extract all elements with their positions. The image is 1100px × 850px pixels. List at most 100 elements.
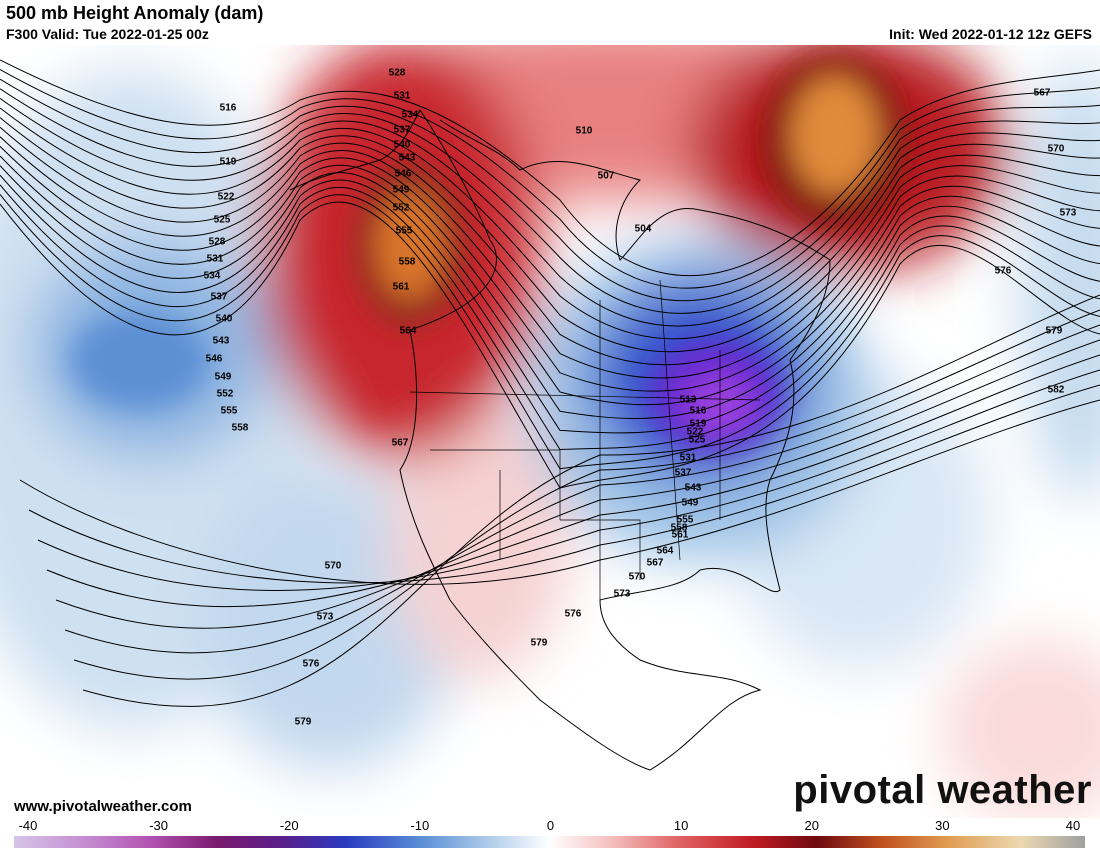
colorbar (14, 836, 1085, 848)
contour-line (82, 294, 1100, 707)
contour-label: 582 (1048, 385, 1065, 396)
contour-line (0, 146, 1100, 392)
contour-label: 516 (690, 406, 707, 417)
contour-label: 510 (576, 126, 593, 137)
contour-label: 561 (393, 282, 410, 293)
colorbar-tick: -10 (410, 818, 430, 833)
contour-label: 522 (687, 427, 704, 438)
colorbar-tick: -40 (18, 818, 38, 833)
contour-label: 570 (629, 572, 646, 583)
contour-label: 555 (221, 406, 238, 417)
contour-label: 525 (689, 435, 706, 446)
contour-line (0, 194, 1100, 470)
colorbar-tick: 10 (673, 818, 689, 833)
contour-line (0, 201, 1100, 489)
contour-label: 564 (657, 546, 674, 557)
contour-label: 519 (690, 419, 707, 430)
contour-label: 528 (209, 237, 226, 248)
contour-label: 579 (295, 717, 312, 728)
contour-line (0, 69, 1100, 289)
colorbar-tick: 0 (546, 818, 555, 833)
contour-label: 516 (220, 103, 237, 114)
contour-label: 507 (598, 171, 615, 182)
contour-label: 549 (393, 185, 410, 196)
contour-line (0, 136, 1100, 379)
contour-line (0, 97, 1100, 327)
contour-label: 531 (207, 254, 224, 265)
contour-line (0, 88, 1100, 314)
contour-label: 546 (206, 354, 223, 365)
contour-label: 546 (395, 169, 412, 180)
contour-label: 558 (399, 257, 416, 268)
contour-label: 570 (1048, 144, 1065, 155)
map: 5165195225255285315345375405435465495525… (0, 45, 1100, 818)
contour-label: 567 (392, 438, 409, 449)
contour-label: 558 (232, 423, 249, 434)
contour-label: 579 (1046, 326, 1063, 337)
logo: pivotal weather (793, 768, 1092, 812)
contour-label: 528 (389, 68, 406, 79)
contour-label: 573 (1060, 208, 1077, 219)
contour-label: 531 (394, 91, 411, 102)
contour-label: 558 (671, 523, 688, 534)
contour-label: 540 (216, 314, 233, 325)
contour-label: 570 (325, 561, 342, 572)
contour-label: 576 (565, 609, 582, 620)
contour-label: 555 (677, 515, 694, 526)
contour-label: 549 (215, 372, 232, 383)
contour-label: 534 (402, 110, 419, 121)
contour-label: 573 (317, 612, 334, 623)
contour-label: 513 (680, 395, 697, 406)
contour-label: 522 (218, 192, 235, 203)
contour-label: 552 (217, 389, 234, 400)
contour-label: 576 (303, 659, 320, 670)
contour-label: 537 (675, 468, 692, 479)
colorbar-tick: 30 (935, 818, 950, 833)
contour-line (0, 155, 1100, 406)
contour-label: 537 (211, 292, 228, 303)
contour-label: 543 (213, 336, 230, 347)
colorbar-tick: -30 (149, 818, 169, 833)
contour-label: 543 (685, 483, 702, 494)
contour-label: 573 (614, 589, 631, 600)
colorbar-tick: 40 (1065, 818, 1081, 833)
colorbar-tick: 20 (804, 818, 819, 833)
contour-label: 543 (399, 153, 416, 164)
contour-label: 534 (204, 271, 221, 282)
contour-label: 564 (400, 326, 417, 337)
contour-line (0, 165, 1100, 419)
contour-label: 555 (396, 226, 413, 237)
contour-label: 579 (531, 638, 548, 649)
contour-label: 519 (220, 157, 237, 168)
contour-line (64, 324, 1100, 654)
map-title: 500 mb Height Anomaly (dam) (6, 3, 264, 23)
contour-label: 531 (680, 453, 697, 464)
contour-label: 549 (682, 498, 699, 509)
colorbar-tick: -20 (279, 818, 299, 833)
contour-label: 525 (214, 215, 231, 226)
website: www.pivotalweather.com (14, 798, 192, 815)
contour-label: 537 (394, 125, 411, 136)
contour-label: 540 (394, 140, 411, 151)
contour-line (0, 174, 1100, 434)
contour-line (0, 78, 1100, 302)
contour-line (0, 59, 1100, 276)
contour-label: 504 (635, 224, 652, 235)
anomaly-field (0, 45, 1100, 818)
contour-label: 567 (1034, 88, 1051, 99)
contour-line (0, 107, 1100, 340)
contour-label: 567 (647, 558, 664, 569)
contour-label: 561 (672, 530, 689, 541)
contour-label: 576 (995, 266, 1012, 277)
contour-label: 552 (393, 203, 410, 214)
coastline (289, 109, 831, 771)
contour-line (0, 117, 1100, 353)
init-time: Init: Wed 2022-01-12 12z GEFS (889, 26, 1092, 42)
contour-line (0, 184, 1100, 451)
contour-labels: 5165195225255285315345375405435465495525… (204, 68, 1077, 728)
borders (409, 279, 761, 600)
valid-time: F300 Valid: Tue 2022-01-25 00z (6, 26, 209, 42)
contour-line (0, 126, 1100, 366)
contour-line (73, 309, 1100, 680)
